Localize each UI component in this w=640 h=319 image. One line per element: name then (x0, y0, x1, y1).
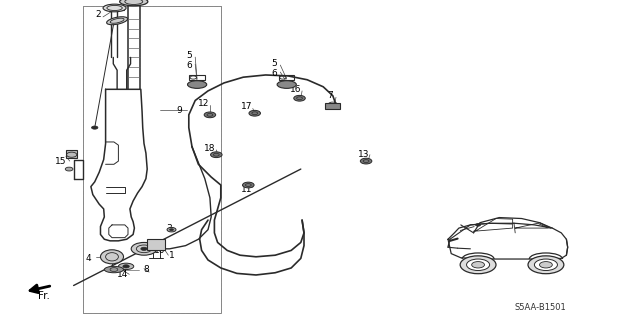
Ellipse shape (107, 17, 127, 25)
Text: 4: 4 (86, 254, 91, 263)
Text: 2: 2 (95, 10, 100, 19)
Text: 7: 7 (327, 91, 332, 100)
Circle shape (123, 265, 129, 268)
Text: 10: 10 (154, 246, 166, 255)
Bar (325, 103, 340, 109)
Ellipse shape (100, 250, 124, 264)
Circle shape (360, 158, 372, 164)
Ellipse shape (188, 81, 207, 88)
Bar (189, 75, 205, 80)
Text: 5: 5 (271, 59, 276, 68)
Circle shape (467, 259, 490, 271)
Text: 15: 15 (55, 157, 67, 166)
Circle shape (243, 182, 254, 188)
Ellipse shape (103, 4, 126, 12)
Bar (279, 75, 294, 80)
Text: 12: 12 (198, 99, 209, 108)
Text: 13: 13 (358, 150, 369, 159)
Text: 17: 17 (241, 102, 252, 111)
Circle shape (249, 110, 260, 116)
Text: Fr.: Fr. (38, 291, 49, 301)
Text: 11: 11 (241, 185, 252, 194)
Circle shape (528, 256, 564, 274)
Circle shape (211, 152, 222, 158)
Circle shape (141, 247, 147, 250)
Bar (66, 150, 77, 158)
Text: 18: 18 (204, 144, 216, 153)
Text: S5AA-B1501: S5AA-B1501 (515, 303, 566, 312)
Bar (83, 6, 221, 313)
Bar (147, 239, 165, 250)
Text: 16: 16 (290, 85, 301, 94)
Circle shape (534, 259, 557, 271)
Text: 9: 9 (177, 106, 182, 115)
Text: 14: 14 (117, 270, 129, 279)
Circle shape (92, 126, 98, 129)
Circle shape (460, 256, 496, 274)
Circle shape (167, 227, 176, 232)
Ellipse shape (277, 81, 296, 88)
Circle shape (204, 112, 216, 118)
Circle shape (472, 262, 484, 268)
Circle shape (131, 242, 157, 255)
Ellipse shape (104, 266, 124, 273)
Circle shape (65, 167, 73, 171)
Circle shape (170, 229, 173, 231)
Text: 6: 6 (271, 69, 276, 78)
Circle shape (540, 262, 552, 268)
Bar (83, 6, 221, 313)
Ellipse shape (120, 0, 148, 6)
Text: 6: 6 (186, 61, 191, 70)
Circle shape (294, 95, 305, 101)
Circle shape (476, 224, 481, 226)
Text: 5: 5 (186, 51, 191, 60)
Text: 8: 8 (143, 265, 148, 274)
Text: 1: 1 (169, 251, 174, 260)
Text: 3: 3 (167, 224, 172, 233)
Ellipse shape (118, 263, 134, 270)
